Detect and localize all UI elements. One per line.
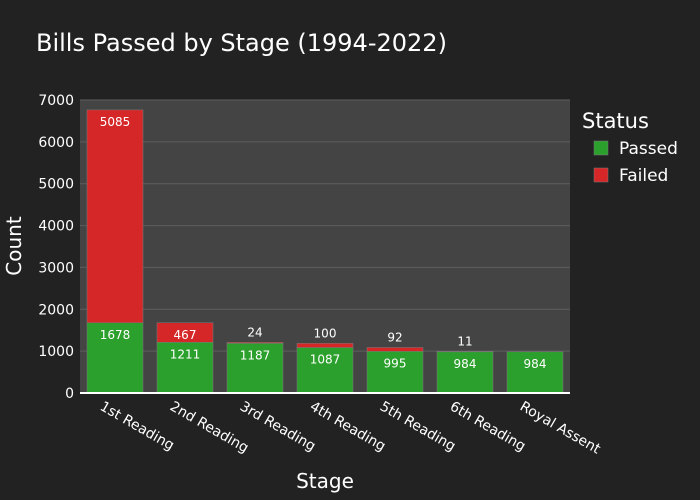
bar-failed: [226, 342, 284, 344]
bar-passed: [226, 343, 284, 394]
data-label-passed: 984: [454, 357, 477, 371]
x-axis-title: Stage: [296, 469, 354, 493]
y-tick-label: 2000: [38, 302, 74, 318]
y-tick-label: 1000: [38, 344, 74, 360]
data-label-failed: 92: [387, 331, 402, 345]
bar-failed: [86, 109, 144, 324]
y-axis-title: Count: [2, 216, 26, 276]
data-label-passed: 995: [384, 356, 407, 370]
y-tick-label: 0: [65, 386, 74, 402]
legend-swatch-passed: [593, 140, 609, 156]
legend-title: Status: [582, 109, 649, 133]
y-tick-label: 5000: [38, 177, 74, 193]
legend-label-failed: Failed: [619, 166, 668, 186]
y-tick-label: 3000: [38, 260, 74, 276]
bar-passed: [156, 342, 214, 394]
data-label-passed: 1087: [310, 353, 341, 367]
bar-passed: [86, 322, 144, 394]
bar-passed: [506, 351, 564, 394]
bar-failed: [366, 347, 424, 352]
bar-passed: [436, 351, 494, 394]
data-label-failed: 11: [457, 334, 472, 348]
y-tick-label: 6000: [38, 135, 74, 151]
data-labels: 1678 5085 1211 467 1187 24 1087 100 995 92 984 11 98…: [100, 115, 547, 371]
data-label-passed: 1187: [240, 348, 271, 362]
data-label-failed: 5085: [100, 115, 131, 129]
data-label-passed: 1211: [170, 347, 201, 361]
data-label-failed: 24: [247, 325, 262, 339]
legend-label-passed: Passed: [619, 139, 678, 159]
bar-failed: [156, 322, 214, 343]
data-label-passed: 1678: [100, 328, 131, 342]
data-label-passed: 984: [524, 357, 547, 371]
data-label-failed: 100: [314, 326, 337, 340]
y-tick-label: 7000: [38, 93, 74, 109]
bar-failed: [296, 343, 354, 348]
chart-title: Bills Passed by Stage (1994-2022): [36, 29, 447, 57]
bars: [86, 109, 564, 394]
legend: Status Passed Failed: [582, 109, 678, 186]
y-tick-label: 4000: [38, 219, 74, 235]
legend-swatch-failed: [593, 167, 609, 183]
data-label-failed: 467: [174, 328, 197, 342]
